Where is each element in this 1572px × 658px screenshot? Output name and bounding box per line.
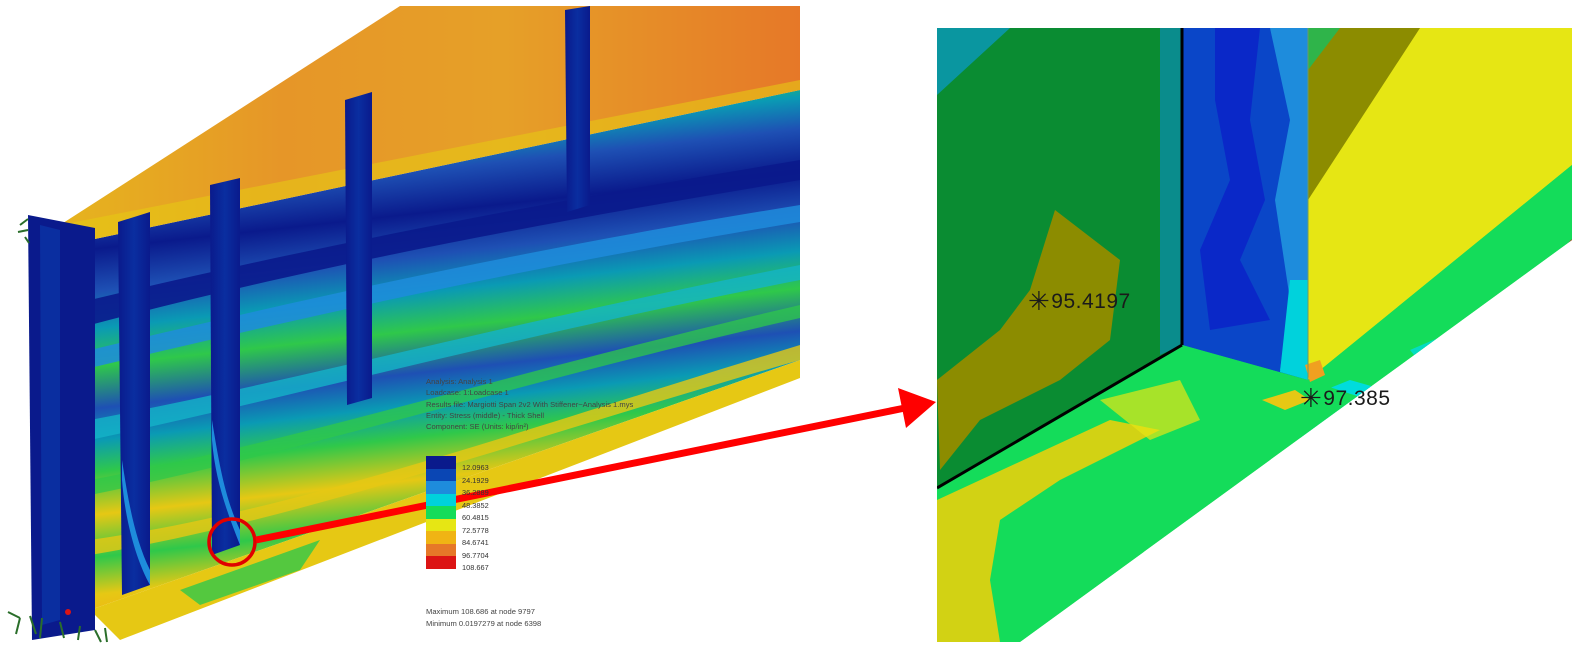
legend-swatch [426,468,456,481]
legend-swatch [426,531,456,544]
probe-marker-icon: ✳ [1300,383,1323,413]
analysis-label: Analysis: Analysis 1 [426,377,493,386]
legend-label: 72.5778 [462,525,489,535]
probe-value: 97.385 [1323,387,1391,410]
maximum-label: Maximum 108.686 at node 9797 [426,607,535,616]
probe-value: 95.4197 [1051,290,1131,313]
legend-label: 96.7704 [462,550,489,560]
legend-label: 48.3852 [462,500,489,510]
legend-swatch [426,556,456,569]
legend-swatch [426,518,456,531]
legend-label: 12.0963 [462,463,489,472]
legend-label: 108.667 [462,563,489,572]
results-file-label: Results file: Margiotti Span 2v2 With St… [426,399,634,409]
legend-label: 60.4815 [462,513,489,522]
probe-marker-icon: ✳ [1028,286,1051,316]
probe-label-1: ✳95.4197 [1028,284,1131,316]
legend-swatch [426,456,456,469]
legend-label: 24.1929 [462,475,489,485]
legend-swatch [426,481,456,494]
legend-label: 36.2889 [462,488,489,497]
legend-swatch [426,506,456,519]
legend-swatch [426,543,456,556]
minimum-label: Minimum 0.0197279 at node 6398 [426,619,542,628]
analysis-info: Analysis: Analysis 1 Loadcase: 1:Loadcas… [426,376,633,432]
entity-label: Entity: Stress (middle) - Thick Shell [426,410,545,420]
probe-label-2: ✳97.385 [1300,381,1391,413]
min-max-info: Maximum 108.686 at node 9797 Minimum 0.0… [426,606,541,630]
connector-arrow [255,388,936,544]
zoom-detail [937,28,1572,642]
highlight-circle [207,517,257,567]
legend-label: 84.6741 [462,538,489,547]
loadcase-label: Loadcase: 1:Loadcase 1 [426,388,509,398]
girder-model [7,6,800,643]
component-label: Component: SE (Units: kip/in²) [426,422,529,432]
legend-swatch [426,493,456,506]
